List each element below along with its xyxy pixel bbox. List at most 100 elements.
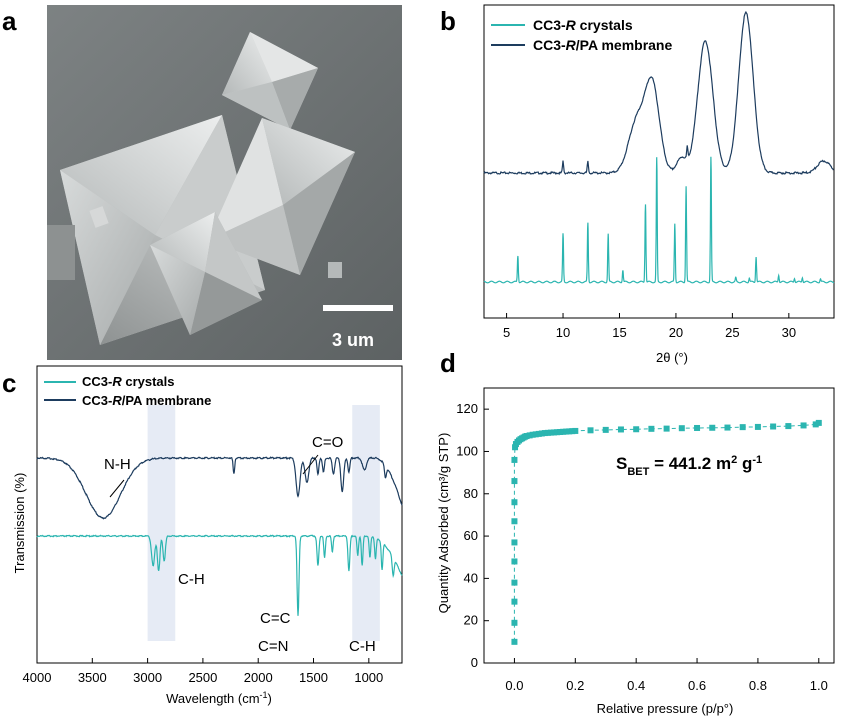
xrd-x-ticks: 5 10 15 20 25 30 (503, 313, 796, 340)
bet-data-point (511, 619, 518, 626)
bet-y-tick-label: 40 (464, 570, 478, 585)
xrd-x-tick-label: 30 (782, 325, 796, 340)
bet-data-point (529, 431, 536, 438)
panel-label-a: a (2, 6, 17, 36)
bet-data-point (511, 456, 518, 463)
ftir-plot-frame (36, 365, 403, 664)
bet-chart: 0.0 0.2 0.4 0.6 0.8 1.0 0 20 40 60 80 100 120 SBET =… (436, 387, 835, 716)
bet-data-point (554, 429, 561, 436)
ftir-annotation-nh-pointer (109, 479, 125, 498)
bet-y-tick-label: 0 (471, 655, 478, 670)
bet-y-tick-label: 120 (456, 401, 478, 416)
bet-data-point (544, 429, 551, 436)
ftir-band (147, 405, 176, 641)
xrd-x-axis-label: 2θ (°) (656, 350, 688, 365)
xrd-x-tick-label: 15 (612, 325, 626, 340)
bet-data-point (815, 419, 822, 426)
ftir-annotation-nh: N-H (104, 456, 131, 473)
panel-label-c: c (2, 368, 16, 398)
bet-data-point (812, 421, 819, 428)
xrd-x-tick-label: 5 (503, 325, 510, 340)
ftir-x-tick-label: 2000 (244, 670, 273, 685)
sem-crystal-right (208, 118, 355, 275)
ftir-legend: CC3-R crystals CC3-R/PA membrane (44, 374, 211, 408)
bet-data-point (678, 425, 685, 432)
bet-data-point (569, 428, 576, 435)
bet-x-axis-label: Relative pressure (p/p°) (597, 701, 734, 716)
ftir-x-tick-label: 1000 (354, 670, 383, 685)
xrd-plot-frame (483, 4, 835, 319)
bet-data-point (663, 425, 670, 432)
bet-data-point (538, 430, 545, 437)
xrd-legend-crystals: CC3-R crystals (533, 17, 633, 33)
bet-y-tick-label: 20 (464, 613, 478, 628)
ftir-legend-membrane: CC3-R/PA membrane (82, 393, 211, 408)
ftir-annotation-cc: C=C (260, 610, 291, 627)
ftir-series-membrane (36, 456, 403, 520)
ftir-annotation-ch2: C-H (349, 638, 376, 655)
bet-data-point (511, 539, 518, 546)
ftir-annotation-cn: C=N (258, 638, 288, 655)
ftir-bands (147, 405, 380, 641)
bet-data-point (511, 558, 518, 565)
bet-plot-frame (483, 387, 835, 664)
bet-data-point (547, 429, 554, 436)
ftir-chart: 4000 3500 3000 2500 2000 1500 1000 CC3-R cryst… (12, 365, 403, 706)
bet-data-point (511, 518, 518, 525)
bet-x-tick-label: 0.2 (566, 678, 584, 693)
bet-sbet-label: SBET = 441.2 m2 g-1 (616, 454, 762, 478)
xrd-chart: 5 10 15 20 25 30 CC3-R crystals CC3-R/PA memb… (483, 4, 835, 365)
ftir-x-tick-label: 4000 (23, 670, 52, 685)
bet-axis-ticks: 0.0 0.2 0.4 0.6 0.8 1.0 0 20 40 60 80 100 120 (456, 401, 828, 693)
xrd-legend-membrane: CC3-R/PA membrane (533, 37, 672, 53)
bet-data-point (800, 422, 807, 429)
bet-data-point (511, 598, 518, 605)
sem-crystal-front (150, 212, 262, 335)
bet-data-point (511, 638, 518, 645)
sem-image: 3 um (47, 5, 402, 360)
bet-y-axis-label: Quantity Adsorbed (cm³/g STP) (436, 433, 451, 614)
bet-series-points (511, 419, 822, 645)
ftir-annotation-co-pointer (302, 454, 319, 475)
bet-data-point (566, 428, 573, 435)
bet-x-tick-label: 0.8 (749, 678, 767, 693)
bet-data-point (511, 579, 518, 586)
ftir-x-tick-label: 2500 (188, 670, 217, 685)
bet-data-point (523, 433, 530, 440)
bet-data-point (739, 424, 746, 431)
bet-data-point (709, 424, 716, 431)
bet-data-point (572, 427, 579, 434)
panel-label-d: d (440, 348, 456, 378)
bet-data-point (535, 430, 542, 437)
bet-x-tick-label: 0.6 (688, 678, 706, 693)
bet-data-point (541, 430, 548, 437)
ftir-legend-crystals: CC3-R crystals (82, 374, 175, 389)
scale-bar (323, 305, 393, 311)
bet-data-point (587, 427, 594, 434)
bet-data-point (724, 424, 731, 431)
ftir-annotation-ch1: C-H (178, 571, 205, 588)
ftir-band (352, 405, 380, 641)
scale-bar-label: 3 um (332, 330, 374, 350)
bet-data-point (511, 499, 518, 506)
bet-data-point (694, 424, 701, 431)
ftir-x-tick-label: 1500 (299, 670, 328, 685)
panel-label-b: b (440, 6, 456, 36)
bet-data-point (511, 478, 518, 485)
xrd-series-membrane (483, 10, 834, 176)
ftir-y-axis-label: Transmission (%) (12, 473, 27, 574)
ftir-x-axis-label: Wavelength (cm-1) (166, 690, 272, 706)
bet-x-tick-label: 0.4 (627, 678, 645, 693)
xrd-series-crystals (483, 156, 835, 284)
bet-data-point (551, 429, 557, 436)
bet-x-tick-label: 1.0 (810, 678, 828, 693)
xrd-x-tick-label: 20 (669, 325, 683, 340)
bet-data-point (633, 426, 640, 433)
bet-data-point (770, 423, 777, 430)
bet-y-tick-label: 60 (464, 528, 478, 543)
bet-data-point (557, 429, 564, 435)
bet-data-point (560, 428, 567, 435)
bet-data-point (648, 425, 655, 432)
bet-data-point (617, 426, 624, 433)
